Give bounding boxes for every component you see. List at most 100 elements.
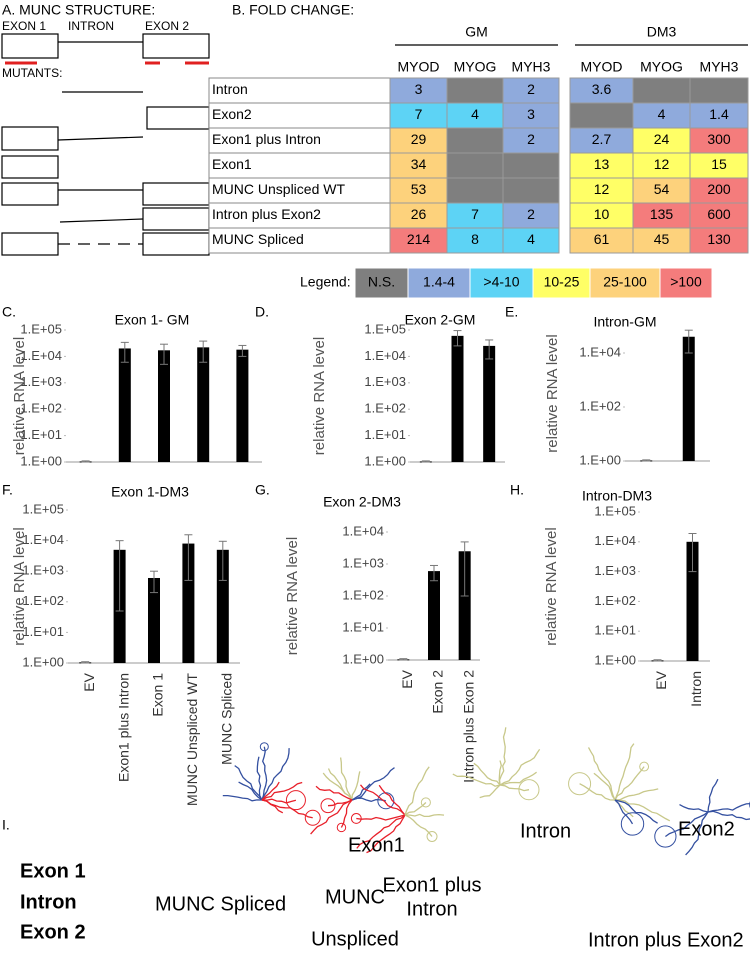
rna-loop <box>259 742 269 752</box>
y-tick-label: 1.E+01 <box>594 623 636 638</box>
legend-label: >4-10 <box>483 274 519 290</box>
rna-loop <box>304 809 321 826</box>
cell <box>689 102 749 129</box>
cell-value: 2 <box>527 131 535 147</box>
cell-value: 24 <box>654 131 670 147</box>
rna-loop <box>639 761 650 772</box>
panel-label: I. <box>2 817 10 833</box>
y-tick-label: 1.E+02 <box>342 587 384 602</box>
cell-value: 3.6 <box>592 81 612 97</box>
x-tick-label: EV <box>399 669 415 688</box>
rna-structure <box>222 742 321 826</box>
cell <box>632 77 691 104</box>
cell-value: 200 <box>707 181 731 197</box>
bar <box>458 551 471 660</box>
error-bar <box>399 658 408 661</box>
row-label: Intron <box>212 81 248 97</box>
y-tick-label: 1.E+04 <box>20 348 62 363</box>
y-tick-label: 1.E+00 <box>342 651 384 666</box>
bar <box>428 571 440 660</box>
error-bar <box>485 339 494 360</box>
key-label: Exon 2 <box>20 921 86 943</box>
cell-value: 15 <box>711 156 727 172</box>
panel-label: G. <box>255 482 270 498</box>
bar <box>483 345 496 462</box>
cell-value: 2.7 <box>592 131 612 147</box>
cell-value: 4 <box>471 106 479 122</box>
rna-branch <box>498 727 507 786</box>
y-tick-label: 1.E+02 <box>22 593 64 608</box>
cell <box>389 227 448 254</box>
cell-value: 12 <box>594 181 610 197</box>
y-tick-label: 1.E+05 <box>22 501 64 516</box>
rna-branch <box>366 814 406 854</box>
bar <box>182 543 195 663</box>
rna-branch <box>261 746 268 801</box>
rna-branch <box>351 767 395 801</box>
cell <box>689 177 749 204</box>
error-bar <box>453 330 462 347</box>
cell <box>632 152 691 179</box>
chart-title: Exon 1-DM3 <box>111 484 189 500</box>
exon2-label: EXON 2 <box>145 19 189 33</box>
cell <box>389 127 448 154</box>
table-title: B. FOLD CHANGE: <box>232 2 354 18</box>
cell <box>569 127 634 154</box>
row-label: Intron plus Exon2 <box>212 206 321 222</box>
rna-branch <box>327 768 353 801</box>
panel-a: A. MUNC STRUCTURE: EXON 1 INTRON EXON 2 … <box>1 2 210 256</box>
key-label: Exon 1 <box>20 860 86 882</box>
x-tick-label: MUNC Unspliced WT <box>184 673 200 806</box>
y-tick-label: 1.E+00 <box>22 654 64 669</box>
y-axis-label: relative RNA level <box>543 527 560 645</box>
rna-branch <box>327 799 353 807</box>
legend-title: Legend: <box>300 274 351 290</box>
rna-branch <box>614 788 659 801</box>
rna-branch <box>261 798 297 804</box>
y-tick-label: 1.E+03 <box>22 563 64 578</box>
chart-title: Intron-GM <box>593 314 656 330</box>
y-tick-label: 1.E+02 <box>594 593 636 608</box>
error-bar <box>199 340 208 363</box>
rna-branch <box>614 799 658 824</box>
panel-label: C. <box>2 304 16 320</box>
rna-branch <box>351 771 361 801</box>
cell-value: 3 <box>527 106 535 122</box>
x-tick-label: MUNC Spliced <box>219 673 235 765</box>
rna-branch <box>665 811 709 838</box>
error-bar <box>150 570 158 594</box>
panel-label: D. <box>255 304 269 320</box>
rna-branch <box>679 804 709 813</box>
rna-branch <box>234 765 263 801</box>
cell <box>502 227 560 254</box>
legend-label: 25-100 <box>603 274 647 290</box>
rna-structure <box>310 757 395 835</box>
rna-structure <box>568 743 671 836</box>
rna-branch <box>256 756 263 801</box>
cell-value: 1.4 <box>709 106 729 122</box>
cell-value: 10 <box>594 206 610 222</box>
rna-branch <box>452 773 501 787</box>
y-tick-label: 1.E+02 <box>579 398 621 413</box>
bar <box>118 348 131 462</box>
error-bar <box>430 564 438 582</box>
row-label-cell <box>208 202 391 229</box>
group-header: GM <box>465 24 488 40</box>
structure-label: Intron plus Exon2 <box>588 929 744 951</box>
rna-branch <box>340 799 353 828</box>
rna-branch <box>579 783 616 801</box>
y-tick-label: 1.E+00 <box>20 453 62 468</box>
legend-label: >100 <box>670 274 702 290</box>
cell <box>632 127 691 154</box>
rna-branch <box>404 766 430 816</box>
bar <box>216 549 229 663</box>
y-axis-label: relative RNA level <box>11 337 28 455</box>
cell-value: 13 <box>594 156 610 172</box>
legend-swatch <box>532 267 591 299</box>
panel-label: H. <box>510 482 524 498</box>
cell-value: 2 <box>527 206 535 222</box>
cell-value: 8 <box>471 231 479 247</box>
error-bar <box>160 343 168 365</box>
y-tick-label: 1.E+05 <box>364 321 406 336</box>
row-label: Exon1 plus Intron <box>212 131 321 147</box>
